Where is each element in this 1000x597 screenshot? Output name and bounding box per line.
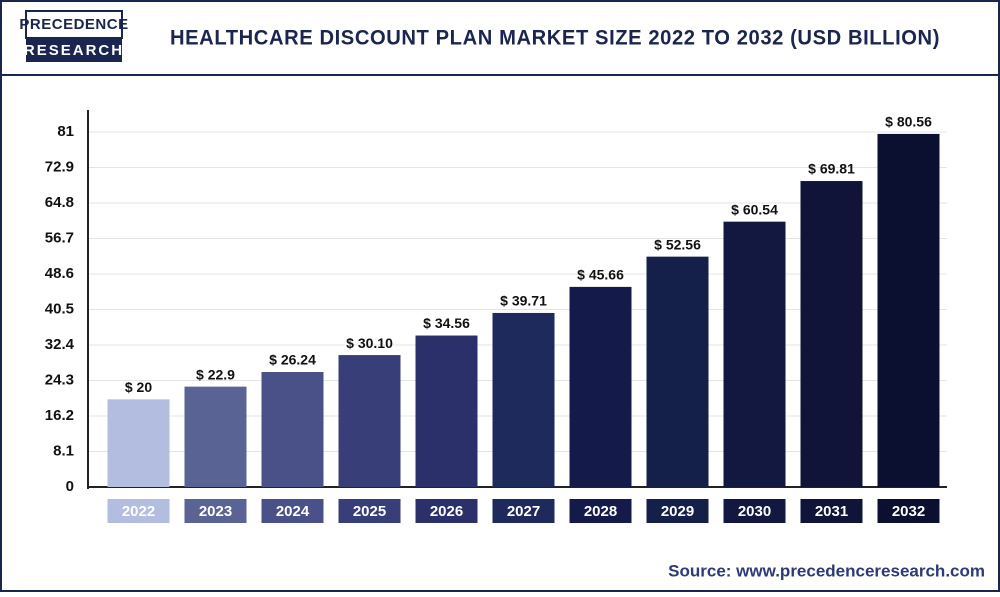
value-label: $ 22.9 [196, 366, 235, 382]
bar [569, 286, 632, 487]
bar [415, 335, 478, 487]
y-tick-label: 16.2 [45, 407, 74, 424]
y-tick-label: 32.4 [45, 336, 75, 353]
bar [492, 312, 555, 487]
x-tick-label: 2026 [430, 503, 463, 520]
x-tick-label: 2031 [815, 503, 848, 520]
y-tick-label: 64.8 [45, 194, 74, 211]
category-box [800, 499, 863, 523]
value-label: $ 34.56 [423, 315, 470, 331]
category-box [107, 499, 170, 523]
logo-top: PRECEDENCE [19, 16, 128, 33]
bar [877, 133, 940, 487]
y-tick-label: 48.6 [45, 265, 74, 282]
x-tick-label: 2029 [661, 503, 694, 520]
x-tick-label: 2023 [199, 503, 232, 520]
category-box [338, 499, 401, 523]
bar [261, 371, 324, 487]
value-label: $ 52.56 [654, 236, 701, 252]
value-label: $ 30.10 [346, 335, 393, 351]
x-tick-label: 2025 [353, 503, 386, 520]
logo-bottom-box [26, 38, 122, 62]
value-label: $ 45.66 [577, 267, 624, 283]
category-box [877, 499, 940, 523]
category-box [723, 499, 786, 523]
logo-bottom: RESEARCH [24, 42, 124, 59]
y-tick-label: 72.9 [45, 158, 74, 175]
bar [646, 256, 709, 487]
category-box [415, 499, 478, 523]
bar [107, 399, 170, 487]
chart-title: HEALTHCARE DISCOUNT PLAN MARKET SIZE 202… [170, 27, 940, 50]
y-tick-label: 0 [66, 478, 74, 495]
x-tick-label: 2024 [276, 503, 310, 520]
bar [338, 355, 401, 487]
value-label: $ 80.56 [885, 114, 932, 130]
x-tick-label: 2027 [507, 503, 540, 520]
category-box [261, 499, 324, 523]
bar [184, 386, 247, 487]
y-tick-label: 40.5 [45, 300, 74, 317]
y-tick-label: 8.1 [53, 442, 74, 459]
source: Source: www.precedenceresearch.com [668, 561, 985, 580]
x-tick-label: 2028 [584, 503, 617, 520]
category-box [492, 499, 555, 523]
category-box [569, 499, 632, 523]
value-label: $ 69.81 [808, 161, 855, 177]
y-tick-label: 56.7 [45, 229, 74, 246]
x-tick-label: 2030 [738, 503, 771, 520]
category-box [184, 499, 247, 523]
value-label: $ 20 [125, 379, 152, 395]
category-box [646, 499, 709, 523]
value-label: $ 60.54 [731, 201, 778, 217]
value-label: $ 39.71 [500, 293, 547, 309]
logo-top-box [25, 10, 123, 39]
x-tick-label: 2022 [122, 503, 155, 520]
bar [800, 181, 863, 487]
y-tick-label: 81 [57, 123, 74, 140]
value-label: $ 26.24 [269, 352, 316, 368]
bar [723, 221, 786, 488]
y-tick-label: 24.3 [45, 371, 74, 388]
x-tick-label: 2032 [892, 503, 925, 520]
